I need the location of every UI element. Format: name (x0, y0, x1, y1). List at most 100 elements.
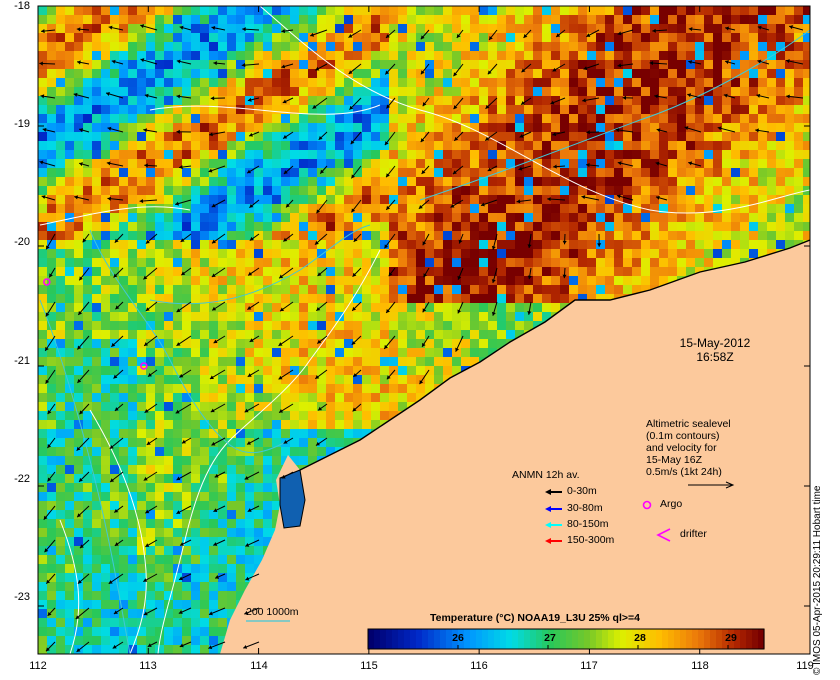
sst-cell (722, 6, 732, 16)
sst-cell (452, 240, 462, 250)
sst-cell (722, 42, 732, 52)
sst-cell (344, 204, 354, 214)
sst-cell (686, 195, 696, 205)
sst-cell (614, 42, 624, 52)
sst-cell (434, 6, 444, 16)
sst-cell (308, 105, 318, 115)
sst-cell (506, 312, 516, 322)
sst-cell (605, 51, 615, 61)
sst-cell (569, 285, 579, 295)
sst-cell (587, 24, 597, 34)
sst-cell (164, 105, 174, 115)
sst-cell (479, 105, 489, 115)
sst-cell (128, 249, 138, 259)
sst-cell (326, 69, 336, 79)
sst-cell (497, 96, 507, 106)
sst-cell (227, 465, 237, 475)
sst-cell (425, 258, 435, 268)
sst-cell (731, 231, 741, 241)
sst-cell (83, 168, 93, 178)
sst-cell (380, 24, 390, 34)
sst-cell (452, 150, 462, 160)
sst-cell (587, 240, 597, 250)
sst-cell (749, 87, 759, 97)
sst-cell (776, 15, 786, 25)
sst-cell (803, 123, 810, 133)
sst-cell (524, 51, 534, 61)
sst-cell (137, 330, 147, 340)
sst-cell (47, 222, 57, 232)
sst-cell (191, 177, 201, 187)
sst-cell (290, 195, 300, 205)
sst-cell (650, 258, 660, 268)
sst-cell (488, 42, 498, 52)
sst-cell (650, 159, 660, 169)
sst-cell (155, 96, 165, 106)
sst-cell (479, 312, 489, 322)
sst-cell (353, 150, 363, 160)
sst-cell (569, 87, 579, 97)
sst-cell (569, 78, 579, 88)
sst-cell (200, 357, 210, 367)
sst-cell (182, 195, 192, 205)
sst-cell (173, 204, 183, 214)
sst-cell (155, 195, 165, 205)
sst-cell (236, 303, 246, 313)
sst-cell (137, 285, 147, 295)
sst-cell (272, 105, 282, 115)
sst-cell (92, 78, 102, 88)
sst-cell (416, 330, 426, 340)
sst-cell (83, 150, 93, 160)
sst-cell (272, 132, 282, 142)
sst-cell (164, 474, 174, 484)
sst-cell (65, 177, 75, 187)
sst-cell (83, 483, 93, 493)
sst-cell (119, 321, 129, 331)
sst-cell (380, 132, 390, 142)
sst-cell (164, 420, 174, 430)
sst-cell (749, 159, 759, 169)
sst-cell (155, 510, 165, 520)
sst-cell (353, 123, 363, 133)
sst-cell (308, 33, 318, 43)
sst-cell (56, 69, 66, 79)
sst-cell (605, 285, 615, 295)
sst-cell (47, 528, 57, 538)
sst-cell (353, 15, 363, 25)
sst-cell (695, 141, 705, 151)
sst-cell (236, 114, 246, 124)
sst-cell (650, 87, 660, 97)
sst-cell (443, 366, 453, 376)
sst-cell (236, 105, 246, 115)
sst-cell (623, 42, 633, 52)
sst-cell (209, 465, 219, 475)
sst-cell (479, 285, 489, 295)
sst-cell (695, 69, 705, 79)
sst-cell (533, 168, 543, 178)
sst-cell (236, 123, 246, 133)
sst-cell (290, 294, 300, 304)
sst-cell (443, 105, 453, 115)
sst-cell (272, 492, 282, 502)
sst-cell (173, 51, 183, 61)
sst-cell (47, 384, 57, 394)
sst-cell (731, 249, 741, 259)
sst-cell (335, 60, 345, 70)
sst-cell (560, 285, 570, 295)
sst-cell (290, 438, 300, 448)
sst-cell (137, 375, 147, 385)
sst-cell (254, 312, 264, 322)
sst-cell (506, 249, 516, 259)
sst-cell (290, 393, 300, 403)
sst-cell (290, 276, 300, 286)
sst-cell (110, 384, 120, 394)
sst-cell (578, 105, 588, 115)
sst-cell (263, 465, 273, 475)
sst-cell (353, 213, 363, 223)
sst-cell (191, 357, 201, 367)
sst-cell (146, 240, 156, 250)
sst-cell (416, 42, 426, 52)
sst-cell (281, 285, 291, 295)
sst-cell (263, 78, 273, 88)
sst-cell (119, 519, 129, 529)
